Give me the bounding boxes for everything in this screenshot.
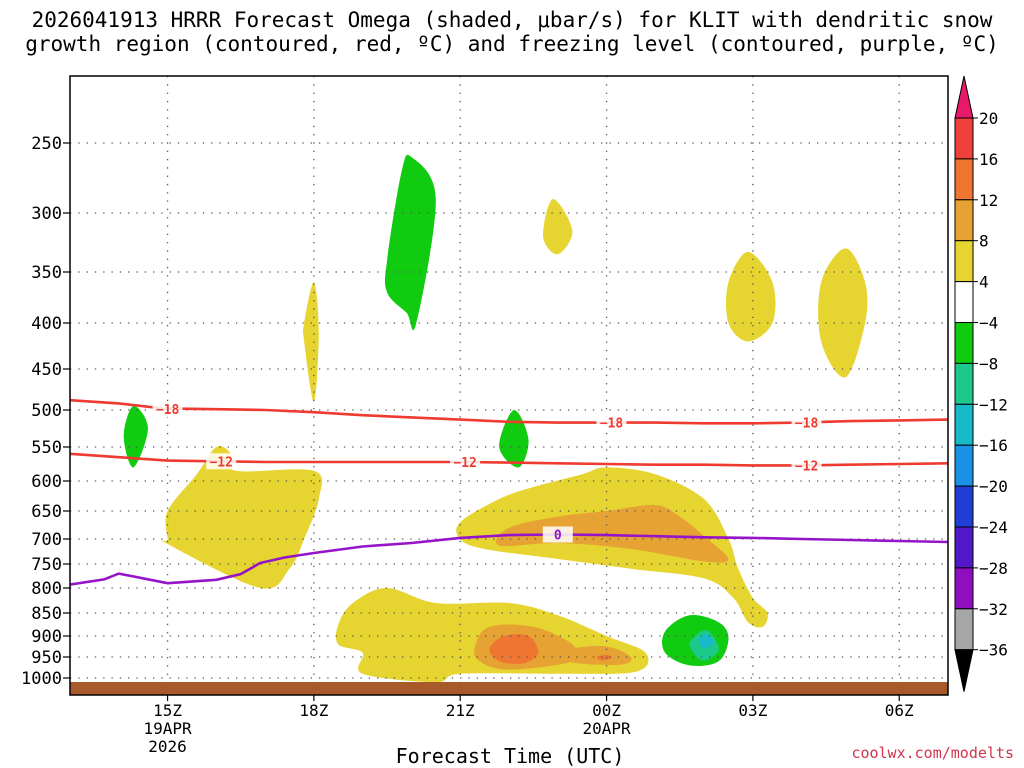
dgz-minus18-label-bg-0 [152, 401, 183, 418]
omega-pos-8-12-area-0 [495, 504, 729, 563]
omega-pos-4-8-area-2 [543, 198, 573, 255]
omega-pos-12-16-area-1 [596, 654, 612, 661]
colorbar-label-4: 4 [979, 273, 989, 292]
y-tick-label-850: 850 [31, 604, 62, 624]
colorbar-swatch-2 [954, 199, 974, 242]
omega-neg-4-8-area-2 [499, 409, 529, 468]
y-tick-label-400: 400 [31, 314, 62, 334]
y-tick-label-300: 300 [31, 204, 62, 224]
colorbar-label-1: 16 [979, 150, 998, 169]
colorbar-label-9: −20 [979, 477, 1008, 496]
y-tick-label-1000: 1000 [21, 669, 62, 689]
title-line-1: 2026041913 HRRR Forecast Omega (shaded, … [31, 8, 993, 32]
colorbar-swatch-12 [954, 608, 974, 651]
y-axis: 250 300 350 400 450 500 550 600 650 700 750 800 850 9… [21, 134, 70, 689]
colorbar-label-8: −16 [979, 436, 1008, 455]
colorbar-label-12: −32 [979, 600, 1008, 619]
colorbar-swatch-11 [954, 567, 974, 610]
colorbar-label-11: −28 [979, 559, 1008, 578]
gridlines [70, 76, 948, 695]
dgz-minus18-label-2: −18 [795, 417, 819, 432]
watermark: coolwx.com/modelts [851, 744, 1014, 762]
omega-pos-4-8-area-5 [456, 467, 768, 628]
omega-neg-4-8-area-0 [123, 405, 148, 468]
dgz-minus12-label-bg-2 [791, 457, 822, 474]
colorbar-label-0: 20 [979, 109, 998, 128]
y-tick-label-650: 650 [31, 502, 62, 522]
dgz-minus18-label-bg-1 [596, 414, 627, 431]
terrain-ground [70, 682, 948, 695]
x-axis-label: Forecast Time (UTC) [396, 744, 625, 768]
x-tick-date-15Z: 19APR [143, 719, 192, 738]
y-tick-label-700: 700 [31, 530, 62, 550]
colorbar-label-2: 12 [979, 191, 998, 210]
omega-neg-4-8-area-1 [384, 154, 436, 331]
title-line-2: growth region (contoured, red, ºC) and f… [25, 32, 999, 56]
colorbar-swatch-7 [954, 403, 974, 446]
colorbar-swatch-4 [954, 281, 974, 324]
colorbar-swatch-6 [954, 362, 974, 405]
y-tick-label-550: 550 [31, 438, 62, 458]
colorbar-swatch-10 [954, 526, 974, 569]
colorbar-label-5: −4 [979, 314, 998, 333]
dgz-minus12-label-bg-1 [450, 453, 481, 470]
colorbar-swatch-3 [954, 240, 974, 283]
omega-pos-4-8-area-0 [160, 446, 323, 589]
dgz-minus18-label-0: −18 [156, 403, 180, 418]
dgz-minus18-label-1: −18 [600, 417, 624, 432]
y-tick-label-500: 500 [31, 401, 62, 421]
y-tick-label-350: 350 [31, 263, 62, 283]
omega-shading [123, 154, 868, 683]
y-tick-label-450: 450 [31, 360, 62, 380]
freezing-level-line [70, 533, 948, 586]
y-tick-label-250: 250 [31, 134, 62, 154]
x-tick-label-15Z: 15Z [153, 701, 182, 720]
dgz-minus12-label-1: −12 [453, 456, 476, 471]
omega-neg-12-16-area-0 [699, 634, 715, 649]
omega-pos-4-8-area-1 [302, 282, 319, 402]
omega-pos-4-8-area-4 [818, 248, 868, 378]
chart-title: 2026041913 HRRR Forecast Omega (shaded, … [0, 8, 1024, 56]
y-tick-label-800: 800 [31, 579, 62, 599]
x-tick-label-21Z: 21Z [446, 701, 475, 720]
x-tick-label-03Z: 03Z [738, 701, 767, 720]
x-tick-date-00Z: 20APR [582, 719, 631, 738]
colorbar-label-6: −8 [979, 354, 998, 373]
colorbar-label-7: −12 [979, 395, 1008, 414]
colorbar-label-3: 8 [979, 232, 989, 251]
colorbar-label-10: −24 [979, 518, 1008, 537]
dgz-minus18-label-bg-2 [791, 414, 822, 431]
colorbar-bottom-arrow [954, 649, 974, 692]
y-tick-label-900: 900 [31, 627, 62, 647]
omega-pos-8-12-area-2 [562, 645, 632, 666]
colorbar-swatch-9 [954, 485, 974, 528]
plot-frame [69, 75, 949, 696]
x-tick-label-00Z: 00Z [592, 701, 621, 720]
x-tick-year-15Z: 2026 [148, 737, 187, 756]
dgz-minus12-label-2: −12 [795, 459, 818, 474]
colorbar-swatch-8 [954, 444, 974, 487]
freezing-level-label-bg-0 [542, 526, 573, 543]
colorbar-swatch-1 [954, 158, 974, 201]
freezing-level-label-0: 0 [554, 529, 562, 544]
y-tick-label-600: 600 [31, 472, 62, 492]
y-tick-label-750: 750 [31, 555, 62, 575]
omega-colorbar: 20 16 12 8 4 −4 −8 −12 −16 −20 −24 −28 −32 −36 [954, 75, 1008, 692]
contours: −18 −18 −18 −12 −12 −12 0 [70, 398, 948, 586]
y-tick-label-950: 950 [31, 648, 62, 668]
x-tick-label-06Z: 06Z [885, 701, 914, 720]
colorbar-swatch-5 [954, 322, 974, 364]
colorbar-swatch-0 [954, 117, 974, 160]
dgz-minus12-label-0: −12 [209, 455, 232, 470]
dgz-minus12-label-bg-0 [206, 453, 237, 470]
x-tick-label-18Z: 18Z [299, 701, 328, 720]
colorbar-label-13: −36 [979, 641, 1008, 660]
colorbar-top-arrow [954, 75, 974, 119]
omega-pos-4-8-area-3 [726, 251, 776, 342]
